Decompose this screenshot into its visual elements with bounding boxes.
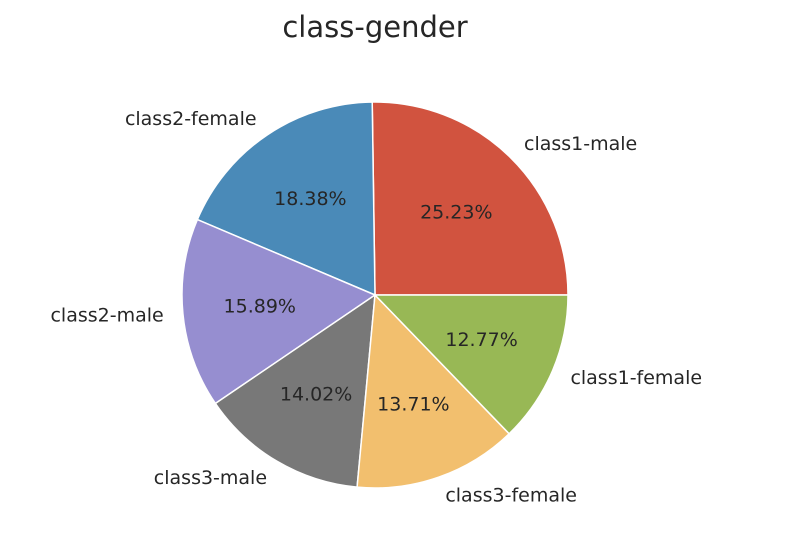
pct-label-class2-female: 18.38% [274, 188, 346, 210]
pct-label-class1-male: 25.23% [420, 202, 492, 224]
slice-label-class3-male: class3-male [154, 467, 267, 489]
slice-label-class2-female: class2-female [125, 108, 257, 130]
chart-title: class-gender [282, 10, 468, 44]
slice-label-class2-male: class2-male [50, 305, 163, 327]
pct-label-class1-female: 12.77% [445, 329, 517, 351]
pct-label-class3-female: 13.71% [377, 393, 449, 415]
pie-slice-class3-female [356, 293, 511, 489]
pie-slice-class2-male [181, 218, 377, 405]
pie-slice-class1-male [371, 101, 569, 296]
pie-slices [181, 101, 569, 489]
slice-label-class3-female: class3-female [445, 484, 577, 506]
pct-label-class2-male: 15.89% [224, 295, 296, 317]
pie-labels: 25.23% class1-male 18.38% class2-female 15.8… [50, 108, 702, 506]
slice-label-class1-male: class1-male [524, 133, 637, 155]
pie-slice-class1-female [373, 294, 569, 435]
pct-label-class3-male: 14.02% [280, 384, 352, 406]
slice-label-class1-female: class1-female [570, 367, 702, 389]
pie-slice-class2-female [196, 101, 376, 297]
pie-slice-class3-male [214, 293, 376, 488]
